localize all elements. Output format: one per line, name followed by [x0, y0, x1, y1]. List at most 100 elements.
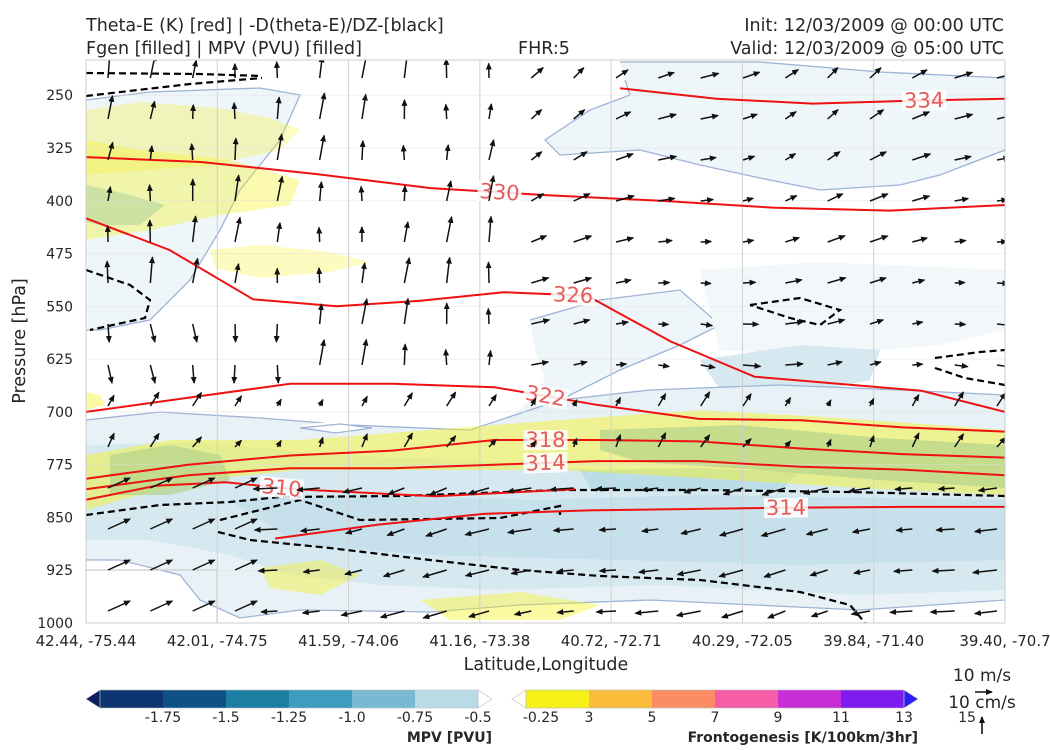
- wind-vector: [274, 364, 281, 384]
- wind-vector: [387, 487, 405, 495]
- wind-vector: [683, 487, 701, 494]
- wind-vector: [510, 569, 532, 576]
- wind-vector: [911, 69, 928, 79]
- wind-vector: [785, 361, 804, 368]
- fgen-region-bottom-1: [260, 560, 360, 595]
- dashed-contour: [86, 76, 263, 98]
- y-tick-label: 850: [46, 510, 73, 526]
- wind-vector: [869, 318, 885, 325]
- wind-vector: [954, 321, 967, 328]
- mpv-colorbar-tick-label: -1.5: [212, 710, 239, 726]
- wind-vector: [190, 364, 197, 384]
- wind-vector: [763, 569, 786, 578]
- wind-vector: [912, 320, 924, 327]
- theta-e-contour-326: [86, 217, 1005, 413]
- wind-vector: [894, 485, 913, 492]
- wind-vector: [530, 109, 543, 120]
- wind-vector: [742, 393, 752, 407]
- wind-vector: [573, 151, 588, 161]
- wind-vector: [937, 485, 955, 492]
- wind-vector: [869, 67, 882, 79]
- filled-contours: [86, 61, 1005, 620]
- wind-vector: [827, 276, 847, 284]
- wind-vector: [785, 195, 798, 202]
- wind-vector: [403, 60, 408, 79]
- wind-vector: [912, 236, 929, 243]
- wind-vector: [742, 238, 755, 245]
- wind-vector: [718, 528, 744, 537]
- wind-vector: [996, 436, 1005, 448]
- wind-vector: [234, 477, 258, 489]
- wind-vector: [107, 141, 115, 161]
- wind-vector: [827, 66, 839, 79]
- wind-vector: [276, 221, 283, 243]
- fgen-colorbar-tick-label: 7: [711, 710, 720, 726]
- wind-vector: [700, 391, 711, 407]
- fgen-colorbar-tick-label: 5: [648, 710, 657, 726]
- theta-e-label-bg: [258, 475, 305, 501]
- wind-vector: [827, 318, 846, 325]
- wind-vector: [107, 394, 115, 407]
- wind-vector: [340, 610, 363, 618]
- wind-vector: [996, 238, 1005, 245]
- fgen-colorbar-swatch: [715, 690, 779, 708]
- wind-vector: [107, 60, 111, 79]
- wind-vector: [400, 144, 407, 161]
- wind-vector: [973, 609, 998, 616]
- wind-vector: [301, 609, 320, 616]
- theta-e-label: 314: [525, 450, 566, 475]
- mpv-colorbar-tick-label: -1.25: [271, 710, 307, 726]
- wind-vector: [549, 486, 574, 493]
- wind-vector: [742, 113, 758, 120]
- wind-vector: [386, 528, 405, 537]
- wind-vector: [231, 364, 238, 384]
- wind-vector: [445, 256, 452, 284]
- wind-vector: [192, 436, 203, 448]
- x-tick-label: 41.59, -74.06: [298, 632, 399, 650]
- wind-vector: [996, 323, 1005, 326]
- wind-vector: [150, 477, 174, 489]
- wind-vector: [275, 398, 282, 407]
- wind-vector: [191, 60, 198, 79]
- wind-vector: [446, 435, 457, 448]
- wind-vector: [189, 142, 196, 161]
- wind-vector: [595, 608, 617, 615]
- wind-vector: [296, 486, 320, 493]
- wind-vector: [192, 477, 216, 489]
- grid-lines: [86, 60, 1005, 623]
- wind-vector: [513, 610, 532, 617]
- wind-vector: [700, 238, 713, 245]
- mpv-region-right-mid: [700, 262, 1005, 355]
- wind-vector: [401, 343, 408, 366]
- wind-vector: [912, 153, 932, 161]
- wind-vector: [598, 567, 617, 574]
- fgen-region-edge: [86, 392, 105, 410]
- theta-e-label: 330: [479, 179, 520, 205]
- wind-vector: [344, 528, 363, 535]
- wind-vector: [107, 94, 115, 120]
- wind-vector: [637, 568, 659, 575]
- theta-e-contour-310: [86, 481, 576, 501]
- wind-vector: [954, 196, 970, 203]
- wind-vector: [615, 194, 635, 202]
- theta-e-contour-314: [274, 505, 1005, 540]
- x-tick-label: 40.72, -72.71: [561, 632, 662, 650]
- wind-vector: [573, 235, 593, 243]
- mpv-colorbar-tick-label: -1.0: [338, 710, 365, 726]
- wind-vector: [742, 196, 755, 203]
- wind-vector: [784, 440, 792, 448]
- wind-vector: [571, 399, 578, 407]
- mpv-colorbar: -1.75 -1.5 -1.25 -1.0 -0.75 -0.5 -0.25: [85, 689, 559, 726]
- wind-vector: [784, 396, 792, 407]
- wind-vector: [273, 60, 280, 79]
- wind-vector: [276, 175, 284, 202]
- wind-vector: [149, 364, 157, 384]
- wind-vector: [658, 154, 678, 161]
- y-tick-label: 400: [46, 194, 73, 210]
- y-tick-label: 625: [46, 352, 73, 368]
- x-tick-label: 40.29, -72.05: [692, 632, 793, 650]
- y-tick-label: 550: [46, 299, 73, 315]
- wind-vector: [700, 155, 717, 162]
- mpv-colorbar-swatch: [415, 690, 479, 708]
- mpv-colorbar-tick-label: -0.5: [464, 710, 491, 726]
